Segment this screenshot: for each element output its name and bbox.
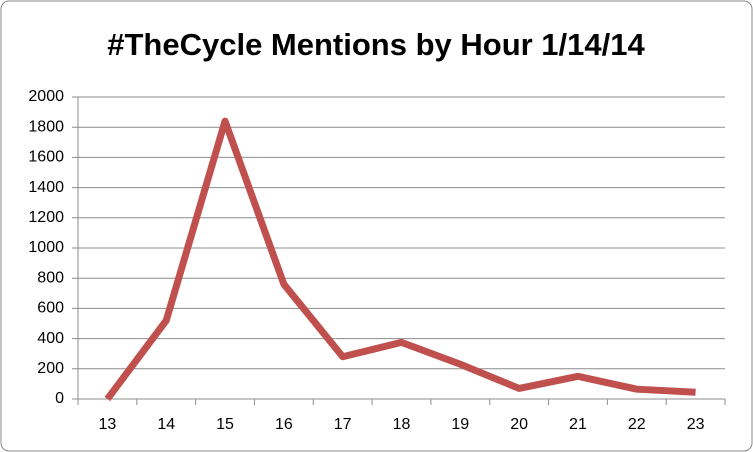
y-tick-label: 200 <box>37 360 64 377</box>
y-tick-label: 800 <box>37 269 64 286</box>
x-tick-label: 22 <box>628 416 646 433</box>
y-tick-label: 1400 <box>28 179 64 196</box>
x-tick-label: 19 <box>451 416 469 433</box>
y-tick-label: 2000 <box>28 88 64 105</box>
y-tick-label: 400 <box>37 330 64 347</box>
x-tick-label: 17 <box>334 416 352 433</box>
x-tick-label: 16 <box>275 416 293 433</box>
y-tick-label: 1600 <box>28 149 64 166</box>
y-tick-label: 600 <box>37 300 64 317</box>
y-tick-label: 1000 <box>28 239 64 256</box>
y-tick-label: 0 <box>55 390 64 407</box>
x-tick-label: 20 <box>510 416 528 433</box>
x-tick-label: 21 <box>569 416 587 433</box>
x-tick-label: 23 <box>687 416 705 433</box>
y-tick-label: 1200 <box>28 209 64 226</box>
x-tick-label: 13 <box>99 416 117 433</box>
chart-title: #TheCycle Mentions by Hour 1/14/14 <box>107 27 645 62</box>
x-tick-label: 15 <box>216 416 234 433</box>
x-tick-label: 14 <box>157 416 175 433</box>
x-tick-label: 18 <box>393 416 411 433</box>
y-tick-label: 1800 <box>28 118 64 135</box>
data-line <box>104 117 696 402</box>
